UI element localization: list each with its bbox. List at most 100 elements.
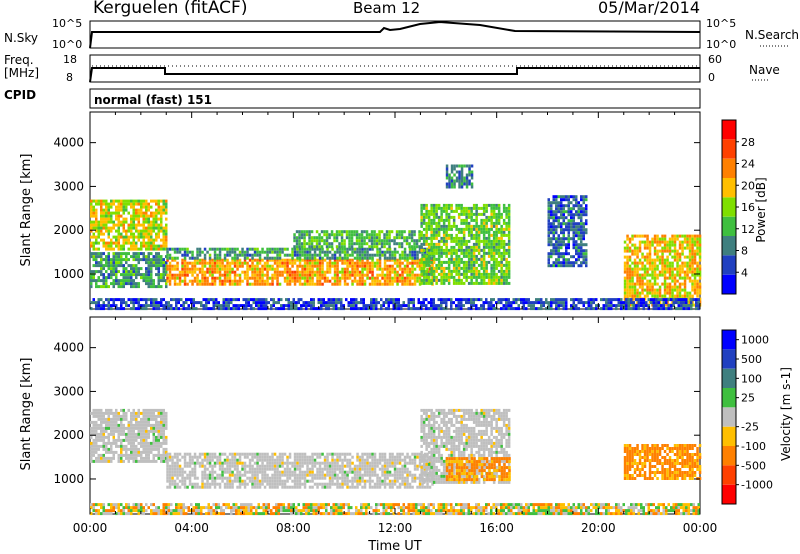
- heatmap-cell: [191, 270, 194, 274]
- heatmap-cell: [495, 248, 498, 252]
- heatmap-cell: [472, 203, 476, 207]
- heatmap-cell: [233, 279, 237, 283]
- heatmap-cell: [646, 279, 649, 283]
- heatmap-cell: [95, 423, 98, 427]
- heatmap-cell: [135, 244, 138, 248]
- heatmap-cell: [135, 307, 138, 311]
- heatmap-cell: [565, 301, 568, 305]
- heatmap-cell: [142, 459, 145, 463]
- heatmap-cell: [193, 270, 197, 274]
- heatmap-cell: [145, 220, 148, 224]
- heatmap-cell: [505, 248, 508, 252]
- heatmap-cell: [160, 426, 163, 430]
- heatmap-cell: [455, 236, 458, 240]
- heatmap-cell: [368, 239, 371, 243]
- heatmap-cell: [160, 417, 163, 421]
- heatmap-cell: [298, 270, 302, 274]
- heatmap-cell: [333, 279, 337, 283]
- heatmap-cell: [485, 245, 488, 249]
- heatmap-cell: [213, 253, 217, 257]
- heatmap-cell: [196, 276, 199, 280]
- heatmap-cell: [681, 270, 684, 274]
- heatmap-cell: [445, 266, 448, 270]
- heatmap-cell: [380, 304, 383, 308]
- heatmap-cell: [465, 275, 468, 279]
- heatmap-cell: [497, 281, 501, 285]
- heatmap-cell: [410, 307, 413, 311]
- heatmap-cell: [165, 244, 168, 248]
- heatmap-cell: [475, 260, 478, 264]
- heatmap-cell: [147, 247, 150, 251]
- heatmap-cell: [110, 264, 113, 268]
- heatmap-cell: [550, 216, 553, 220]
- heatmap-cell: [413, 253, 417, 257]
- heatmap-cell: [130, 423, 133, 427]
- heatmap-cell: [211, 247, 214, 251]
- heatmap-cell: [307, 301, 310, 305]
- heatmap-cell: [152, 453, 155, 457]
- heatmap-cell: [346, 253, 349, 257]
- heatmap-cell: [557, 195, 560, 199]
- heatmap-cell: [338, 233, 341, 237]
- heatmap-cell: [671, 249, 674, 253]
- heatmap-cell: [655, 298, 658, 302]
- heatmap-cell: [565, 216, 568, 220]
- heatmap-cell: [142, 238, 145, 242]
- heatmap-cell: [530, 304, 533, 308]
- heatmap-cell: [132, 444, 135, 448]
- heatmap-cell: [365, 304, 368, 308]
- heatmap-cell: [455, 304, 458, 308]
- heatmap-cell: [248, 247, 252, 251]
- heatmap-cell: [676, 279, 679, 283]
- heatmap-cell: [437, 251, 441, 255]
- heatmap-cell: [422, 239, 426, 243]
- heatmap-cell: [313, 264, 317, 268]
- heatmap-cell: [326, 247, 329, 251]
- heatmap-cell: [545, 298, 548, 302]
- heatmap-cell: [688, 258, 692, 262]
- heatmap-cell: [547, 216, 550, 220]
- heatmap-cell: [500, 263, 503, 267]
- heatmap-cell: [641, 240, 644, 244]
- heatmap-cell: [200, 301, 203, 305]
- heatmap-cell: [117, 244, 120, 248]
- heatmap-cell: [430, 212, 433, 216]
- heatmap-cell: [105, 208, 108, 212]
- heatmap-cell: [688, 249, 692, 253]
- heatmap-cell: [401, 276, 404, 280]
- heatmap-cell: [358, 264, 362, 268]
- heatmap-cell: [171, 479, 174, 483]
- heatmap-cell: [570, 307, 573, 311]
- heatmap-cell: [191, 264, 194, 268]
- heatmap-cell: [107, 414, 110, 418]
- heatmap-cell: [415, 239, 419, 243]
- heatmap-cell: [432, 298, 435, 302]
- heatmap-cell: [636, 276, 639, 280]
- heatmap-cell: [455, 227, 458, 231]
- heatmap-cell: [430, 278, 433, 282]
- heatmap-cell: [485, 236, 488, 240]
- heatmap-cell: [147, 408, 150, 412]
- heatmap-cell: [107, 435, 110, 439]
- heatmap-cell: [403, 230, 406, 234]
- heatmap-cell: [656, 252, 659, 256]
- heatmap-cell: [391, 258, 394, 262]
- heatmap-cell: [585, 204, 588, 208]
- heatmap-cell: [311, 264, 314, 268]
- heatmap-cell: [427, 227, 431, 231]
- heatmap-cell: [333, 270, 337, 274]
- heatmap-cell: [470, 301, 473, 305]
- heatmap-cell: [92, 420, 95, 424]
- heatmap-cell: [132, 414, 135, 418]
- heatmap-cell: [378, 236, 381, 240]
- heatmap-cell: [453, 182, 456, 186]
- heatmap-cell: [145, 235, 148, 239]
- heatmap-cell: [162, 261, 165, 265]
- heatmap-cell: [328, 256, 332, 260]
- heatmap-cell: [117, 214, 120, 218]
- heatmap-cell: [147, 279, 150, 283]
- heatmap-cell: [472, 248, 476, 252]
- heatmap-cell: [330, 233, 334, 237]
- heatmap-cell: [171, 476, 174, 480]
- heatmap-cell: [371, 256, 374, 260]
